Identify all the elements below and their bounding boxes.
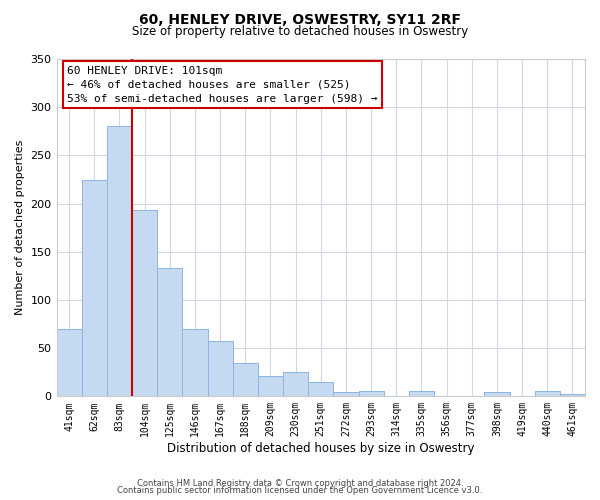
Bar bbox=[484, 392, 509, 396]
Bar bbox=[334, 392, 359, 396]
Text: Contains public sector information licensed under the Open Government Licence v3: Contains public sector information licen… bbox=[118, 486, 482, 495]
Bar bbox=[359, 390, 383, 396]
Bar bbox=[157, 268, 182, 396]
Text: 60, HENLEY DRIVE, OSWESTRY, SY11 2RF: 60, HENLEY DRIVE, OSWESTRY, SY11 2RF bbox=[139, 12, 461, 26]
Bar bbox=[560, 394, 585, 396]
Bar bbox=[132, 210, 157, 396]
Text: Contains HM Land Registry data © Crown copyright and database right 2024.: Contains HM Land Registry data © Crown c… bbox=[137, 478, 463, 488]
X-axis label: Distribution of detached houses by size in Oswestry: Distribution of detached houses by size … bbox=[167, 442, 475, 455]
Bar bbox=[82, 180, 107, 396]
Bar bbox=[409, 390, 434, 396]
Bar bbox=[535, 390, 560, 396]
Bar bbox=[258, 376, 283, 396]
Bar bbox=[107, 126, 132, 396]
Bar bbox=[182, 329, 208, 396]
Text: 60 HENLEY DRIVE: 101sqm
← 46% of detached houses are smaller (525)
53% of semi-d: 60 HENLEY DRIVE: 101sqm ← 46% of detache… bbox=[67, 66, 377, 104]
Bar bbox=[208, 342, 233, 396]
Bar bbox=[56, 329, 82, 396]
Bar bbox=[308, 382, 334, 396]
Text: Size of property relative to detached houses in Oswestry: Size of property relative to detached ho… bbox=[132, 25, 468, 38]
Bar bbox=[233, 362, 258, 396]
Bar bbox=[283, 372, 308, 396]
Y-axis label: Number of detached properties: Number of detached properties bbox=[15, 140, 25, 316]
